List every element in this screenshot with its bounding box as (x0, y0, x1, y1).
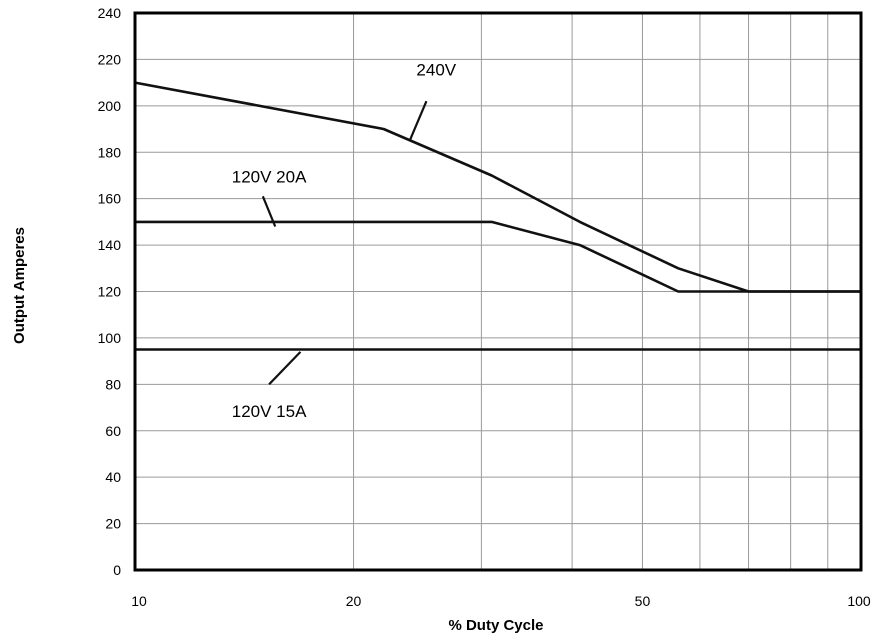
y-tick-label-140: 140 (98, 237, 122, 253)
y-tick-label-80: 80 (105, 376, 121, 392)
y-tick-label-0: 0 (113, 562, 121, 578)
y-tick-label-240: 240 (98, 5, 122, 21)
y-tick-label-20: 20 (105, 516, 121, 532)
tick-labels: 0 20 40 60 80 100 120 140 160 180 200 220 240 10 20 50 1… (98, 5, 871, 609)
series-label-120v-15a: 120V 15A (232, 402, 307, 421)
plot-frame (133, 11, 863, 572)
series-line-240v (134, 81, 861, 293)
leader-line-120v-15a (268, 351, 302, 386)
series-label-120v-20a: 120V 20A (232, 167, 307, 186)
y-tick-label-220: 220 (98, 51, 122, 67)
x-tick-label-100: 100 (847, 593, 871, 609)
y-tick-label-200: 200 (98, 98, 122, 114)
y-tick-label-180: 180 (98, 144, 122, 160)
y-tick-label-40: 40 (105, 469, 121, 485)
x-axis-title: % Duty Cycle (448, 617, 543, 634)
x-tick-label-10: 10 (131, 593, 147, 609)
annotation-layer: 240V 120V 20A 120V 15A (232, 61, 457, 421)
y-tick-label-60: 60 (105, 423, 121, 439)
leader-line-120v-20a (261, 195, 277, 227)
y-tick-label-120: 120 (98, 284, 122, 300)
series-line-120v-20a (135, 220, 861, 293)
y-tick-label-160: 160 (98, 191, 122, 207)
series-label-240v: 240V (416, 61, 456, 80)
leader-line-240v (408, 100, 428, 142)
y-axis-title: Output Amperes (11, 227, 28, 344)
x-tick-label-50: 50 (635, 593, 651, 609)
series-layer (134, 81, 861, 351)
x-tick-label-20: 20 (346, 593, 362, 609)
y-tick-label-100: 100 (98, 330, 122, 346)
